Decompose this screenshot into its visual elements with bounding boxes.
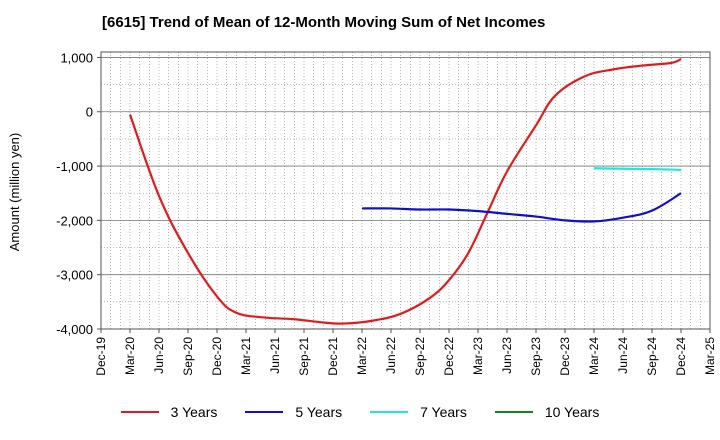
legend-label: 5 Years (295, 404, 343, 420)
legend-item: 10 Years (494, 404, 600, 420)
legend-label: 7 Years (420, 404, 467, 420)
x-tick-label: Jun-24 (616, 337, 630, 374)
legend-swatch (120, 411, 159, 413)
y-tick-label: -1,000 (56, 159, 93, 174)
y-axis-label: Amount (million yen) (7, 133, 22, 252)
x-tick-label: Dec-24 (674, 337, 688, 376)
x-tick-label: Mar-21 (239, 337, 253, 375)
x-tick-label: Dec-20 (210, 337, 224, 376)
y-tick-label: -4,000 (56, 322, 93, 337)
series-line-5-years (361, 192, 682, 223)
x-tick-label: Mar-25 (703, 337, 717, 375)
legend-swatch (494, 411, 533, 413)
axes (97, 51, 711, 333)
x-tick-label: Mar-20 (123, 337, 137, 375)
x-tick-label: Mar-23 (471, 337, 485, 375)
legend-item: 5 Years (245, 404, 342, 420)
series (128, 58, 682, 325)
x-tick-label: Jun-20 (152, 337, 166, 374)
y-tick-label: 1,000 (60, 50, 93, 65)
x-tick-label: Mar-22 (355, 337, 369, 375)
legend-item: 7 Years (370, 404, 467, 420)
y-tick-label: 0 (86, 105, 93, 120)
x-tick-label: Sep-20 (181, 337, 195, 376)
plot-frame (100, 51, 711, 330)
x-tick-label: Jun-22 (384, 337, 398, 374)
x-tick-label: Sep-24 (645, 337, 659, 376)
x-tick-label: Jun-21 (268, 337, 282, 374)
legend-label: 3 Years (170, 404, 218, 420)
chart-title: [6615] Trend of Mean of 12-Month Moving … (102, 14, 546, 31)
legend-swatch (370, 411, 409, 413)
legend-label: 10 Years (544, 404, 600, 420)
x-tick-label: Dec-19 (94, 337, 108, 376)
x-tick-label: Dec-21 (326, 337, 340, 376)
x-tick-label: Sep-21 (297, 337, 311, 376)
y-tick-label: -3,000 (56, 268, 93, 283)
grid (101, 52, 710, 329)
series-line-3-years (128, 58, 682, 325)
y-tick-label: -2,000 (56, 213, 93, 228)
x-tick-label: Mar-24 (587, 337, 601, 375)
x-tick-label: Dec-23 (558, 337, 572, 376)
legend-swatch (245, 411, 284, 413)
x-tick-label: Jun-23 (500, 337, 514, 374)
x-tick-label: Sep-22 (413, 337, 427, 376)
series-line-7-years (593, 167, 682, 171)
x-tick-label: Sep-23 (529, 337, 543, 376)
legend: 3 Years 5 Years 7 Years 10 Years (0, 404, 720, 420)
legend-item: 3 Years (120, 404, 218, 420)
x-tick-label: Dec-22 (442, 337, 456, 376)
